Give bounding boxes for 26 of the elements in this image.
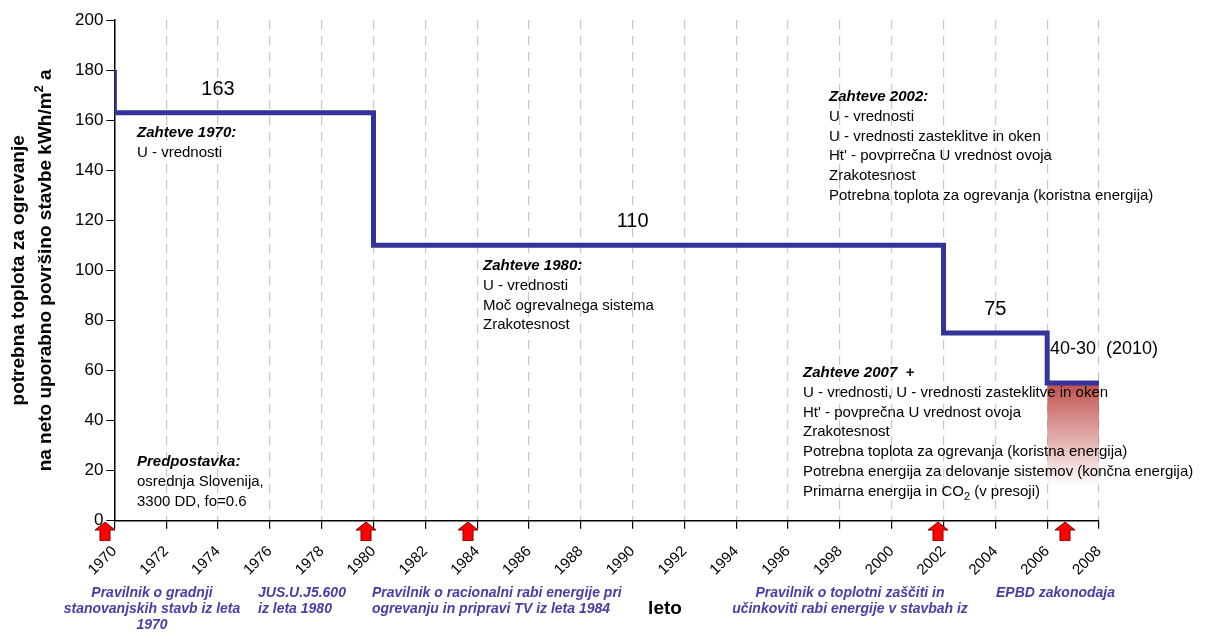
- annotation: 110: [616, 209, 649, 232]
- y-tick-label: 140: [74, 159, 104, 179]
- y-tick-label: 180: [74, 59, 104, 79]
- annotation: 40-30 (2010): [1050, 338, 1159, 358]
- y-tick-label: 120: [74, 209, 104, 229]
- y-tick-label: 80: [84, 310, 104, 330]
- text: Pravilnik o toplotni zaščiti in učinkoviti rabi energije v stavbah iz: [732, 584, 968, 616]
- y-tick-label: 60: [84, 360, 104, 380]
- annotation: 75: [984, 296, 1007, 319]
- annotation: Zahteve 2002: U - vrednosti U - vrednosti zasteklitve in oken Ht' - povprrečna U vrednost ovoja Zrakotesnost Potrebna toplota za ogrevanja (koristna energija): [828, 87, 1154, 203]
- text: Pravilnik o gradnji stanovanjskih stavb iz leta 1970: [63, 584, 241, 632]
- y-tick-label: 40: [84, 410, 104, 430]
- y-tick-label: 100: [74, 260, 104, 280]
- y-tick-label: 0: [93, 510, 104, 530]
- text: EPBD zakonodaja: [996, 584, 1116, 600]
- x-axis-title: leto: [648, 597, 682, 618]
- text: JUS.U.J5.600 iz leta 1980: [258, 584, 347, 616]
- annotation: Zahteve 1980: U - vrednosti Moč ogrevalnega sistema Zrakotesnost: [482, 256, 655, 333]
- annotation: 163: [201, 76, 235, 99]
- annotation: Zahteve 1970: U - vrednosti: [136, 123, 237, 160]
- text: Pravilnik o racionalni rabi energije pri ogrevanju in pripravi TV iz leta 1984: [372, 584, 623, 616]
- y-axis-title: potrebna toplota za ogrevanje na neto uporabno površino stavbe kWh/m2 a: [7, 68, 55, 472]
- y-tick-label: 160: [74, 109, 104, 129]
- y-tick-label: 200: [74, 9, 104, 29]
- y-tick-label: 20: [84, 460, 104, 480]
- annotation: Predpostavka: osrednja Slovenija, 3300 DD, fo=0.6: [137, 452, 264, 509]
